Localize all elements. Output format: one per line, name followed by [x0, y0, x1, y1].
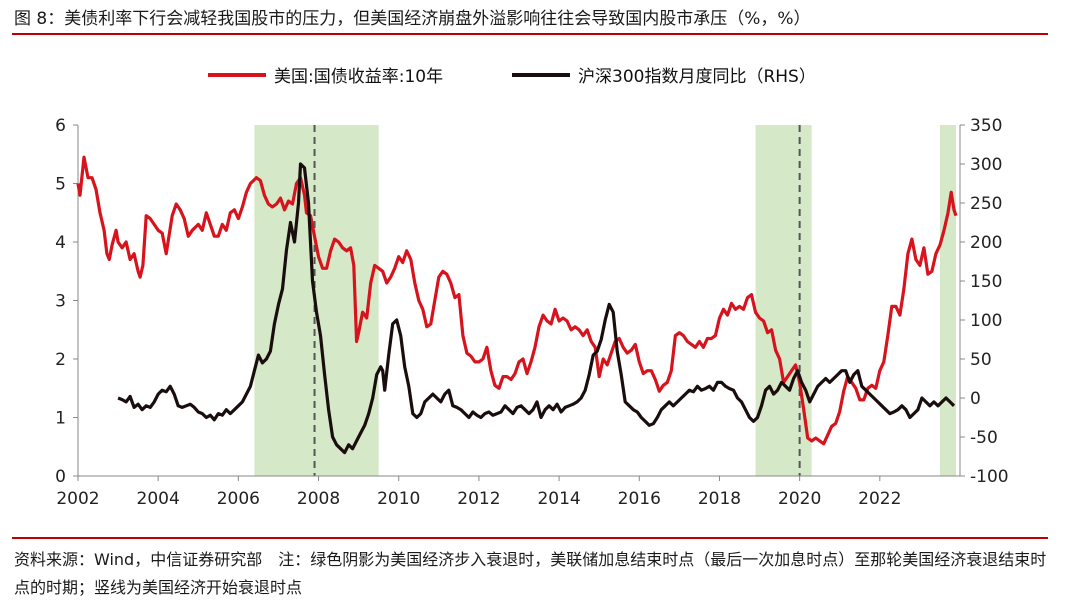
series-line-1 — [117, 162, 956, 455]
y-right-tick-label: 0 — [970, 389, 981, 409]
x-tick-label: 2008 — [297, 489, 340, 509]
bottom-rule — [12, 537, 1048, 539]
top-rule — [12, 33, 1048, 35]
series-lines — [76, 155, 958, 455]
x-tick-label: 2020 — [778, 489, 821, 509]
x-tick-label: 2012 — [457, 489, 500, 509]
y-right-tick-label: 350 — [970, 116, 1002, 136]
shaded-period-2 — [939, 125, 956, 476]
y-left-tick-label: 0 — [55, 467, 66, 487]
series-line-0 — [76, 155, 958, 446]
y-right-tick-label: -100 — [970, 467, 1009, 487]
y-right-tick-label: 50 — [970, 350, 992, 370]
y-right-tick-label: 150 — [970, 272, 1002, 292]
shaded-period-1 — [755, 125, 812, 476]
figure-title: 图 8：美债利率下行会减轻我国股市的压力，但美国经济崩盘外溢影响往往会导致国内股… — [14, 9, 811, 29]
x-tick-label: 2018 — [698, 489, 741, 509]
y-left-tick-label: 2 — [55, 350, 66, 370]
y-right-tick-label: -50 — [970, 428, 998, 448]
y-right-tick-label: 100 — [970, 311, 1002, 331]
y-left-tick-label: 5 — [55, 175, 66, 195]
y-right-tick-label: 250 — [970, 194, 1002, 214]
source-note: 资料来源：Wind，中信证券研究部 注：绿色阴影为美国经济步入衰退时，美联储加息… — [14, 550, 1047, 597]
y-left-tick-label: 4 — [55, 233, 66, 253]
chart-legend: 美国:国债收益率:10年 沪深300指数月度同比（RHS） — [0, 62, 1080, 87]
x-tick-label: 2016 — [618, 489, 661, 509]
legend-swatch-us-yield — [208, 72, 266, 77]
x-tick-label: 2010 — [377, 489, 420, 509]
y-left-tick-label: 6 — [55, 116, 66, 136]
x-tick-label: 2022 — [858, 489, 901, 509]
x-tick-label: 2002 — [56, 489, 99, 509]
tick-labels: 0 1 2 3 4 5 6 -100 -50 0 50 100 150 200 250 300 350 2002 2… — [55, 116, 1008, 509]
y-left-tick-label: 3 — [55, 292, 66, 312]
y-right-tick-label: 300 — [970, 155, 1002, 175]
shaded-period-0 — [254, 125, 379, 476]
x-tick-label: 2004 — [137, 489, 180, 509]
y-left-tick-label: 1 — [55, 409, 66, 429]
recession-start-lines — [313, 125, 801, 476]
axes — [73, 124, 965, 481]
x-tick-label: 2014 — [537, 489, 580, 509]
y-right-tick-label: 200 — [970, 233, 1002, 253]
x-tick-label: 2006 — [217, 489, 260, 509]
legend-label-us-yield: 美国:国债收益率:10年 — [274, 67, 444, 87]
legend-swatch-hs300 — [512, 72, 570, 77]
shaded-periods — [254, 125, 956, 476]
legend-item-us-yield: 美国:国债收益率:10年 — [208, 62, 443, 87]
legend-label-hs300: 沪深300指数月度同比（RHS） — [578, 67, 816, 87]
legend-item-hs300: 沪深300指数月度同比（RHS） — [512, 62, 816, 87]
